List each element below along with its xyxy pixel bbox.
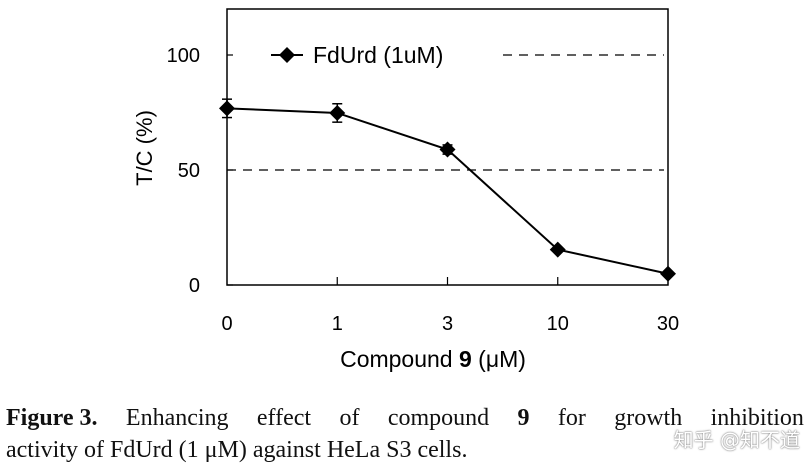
data-point: [549, 241, 566, 258]
caption-word: 9: [517, 405, 530, 431]
figure-caption: Figure 3. Enhancing effect of compound 9 for g…: [6, 402, 804, 466]
legend-label: FdUrd (1uM): [313, 42, 443, 68]
caption-word: growth: [614, 405, 683, 431]
caption-word: compound: [387, 405, 490, 431]
watermark: 知乎 @知不道: [673, 428, 800, 452]
x-axis-label-part: Compound: [340, 346, 459, 372]
caption-word: for: [557, 405, 586, 431]
diamond-marker: [439, 141, 456, 158]
caption-label: Figure 3.: [6, 405, 98, 431]
y-tick-label: 100: [167, 45, 200, 67]
caption-line-1: Figure 3. Enhancing effect of compound 9 for g…: [6, 402, 804, 434]
legend-diamond-icon: [279, 47, 295, 63]
caption-word: effect: [256, 405, 312, 431]
caption-word: of: [339, 405, 360, 431]
x-tick-label: 10: [547, 313, 569, 335]
x-axis-label-part: (μM): [472, 346, 526, 372]
series-line: [226, 107, 669, 275]
data-point: [660, 265, 676, 282]
line-chart: 0 50 100 0 1 3 10 30 FdUrd (1uM) T/C (%) Compound …: [132, 8, 679, 372]
y-axis-label: T/C (%): [132, 110, 157, 186]
x-axis-label-part: 9: [459, 346, 472, 372]
y-tick-label: 50: [178, 160, 200, 182]
x-tick-label: 0: [221, 313, 232, 335]
x-tick-label: 3: [442, 313, 453, 335]
diamond-marker: [329, 104, 346, 121]
caption-word: inhibition: [710, 405, 804, 431]
data-point: [439, 141, 456, 158]
diamond-marker: [219, 100, 235, 117]
x-tick-label: 30: [657, 313, 679, 335]
caption-line-2: activity of FdUrd (1 μM) against HeLa S3…: [6, 437, 468, 463]
y-tick-label: 0: [189, 275, 200, 297]
diamond-marker: [549, 241, 566, 258]
diamond-marker: [660, 265, 676, 282]
data-point: [329, 103, 346, 123]
data-point: [219, 98, 235, 119]
x-axis-label: Compound 9 (μM): [340, 346, 526, 372]
caption-word: Enhancing: [125, 405, 229, 431]
x-tick-label: 1: [332, 313, 343, 335]
